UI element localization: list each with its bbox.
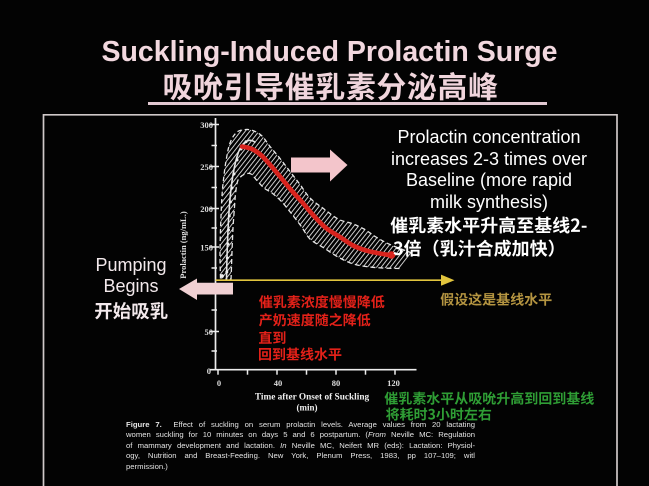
svg-text:0: 0 <box>207 366 211 376</box>
svg-text:0: 0 <box>217 378 221 388</box>
svg-text:Prolactin (ng/mL.): Prolactin (ng/mL.) <box>178 211 188 279</box>
svg-text:Time after Onset of Suckling: Time after Onset of Suckling <box>255 393 370 403</box>
svg-text:250: 250 <box>200 162 213 172</box>
svg-text:150: 150 <box>200 243 213 253</box>
svg-text:120: 120 <box>387 378 400 388</box>
svg-text:50: 50 <box>205 327 214 337</box>
svg-text:(min): (min) <box>297 403 318 413</box>
svg-text:80: 80 <box>332 378 341 388</box>
svg-text:300: 300 <box>200 120 213 130</box>
svg-text:200: 200 <box>200 204 213 214</box>
svg-text:40: 40 <box>274 378 283 388</box>
